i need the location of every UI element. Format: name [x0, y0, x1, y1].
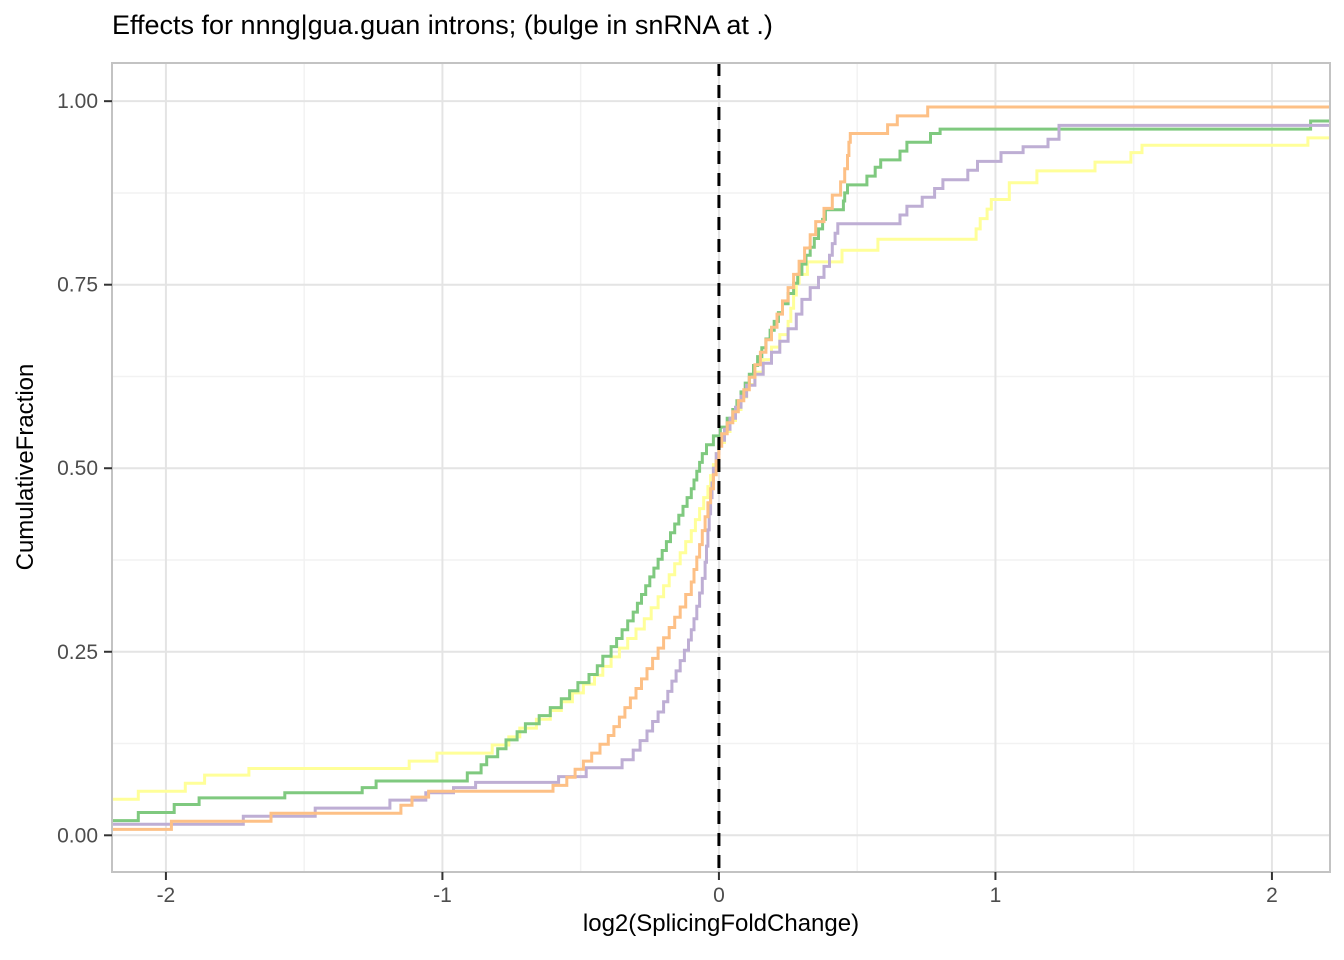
x-tick-label: 2: [1266, 884, 1278, 907]
y-tick-label: 0.75: [57, 274, 98, 297]
y-tick-label: 0.00: [57, 824, 98, 847]
x-tick-label: 1: [990, 884, 1002, 907]
ecdf-curve-orange: [112, 105, 1330, 831]
x-tick-label: -1: [433, 884, 452, 907]
y-tick-label: 0.50: [57, 457, 98, 480]
y-tick-label: 1.00: [57, 90, 98, 113]
x-tick-label: 0: [713, 884, 725, 907]
ecdf-curves: [112, 105, 1330, 831]
axis-tick-labels: -2 -1 0 1 2 0.00 0.25 0.50 0.75 1.00: [57, 90, 1278, 907]
x-axis-title: log2(SplicingFoldChange): [583, 910, 859, 937]
chart-title: Effects for nnng|gua.guan introns; (bulg…: [112, 10, 773, 40]
ecdf-curve-green: [112, 119, 1330, 823]
x-tick-label: -2: [157, 884, 176, 907]
y-tick-label: 0.25: [57, 641, 98, 664]
axis-tick-marks: [104, 100, 1273, 880]
y-axis-title: CumulativeFraction: [12, 364, 39, 571]
